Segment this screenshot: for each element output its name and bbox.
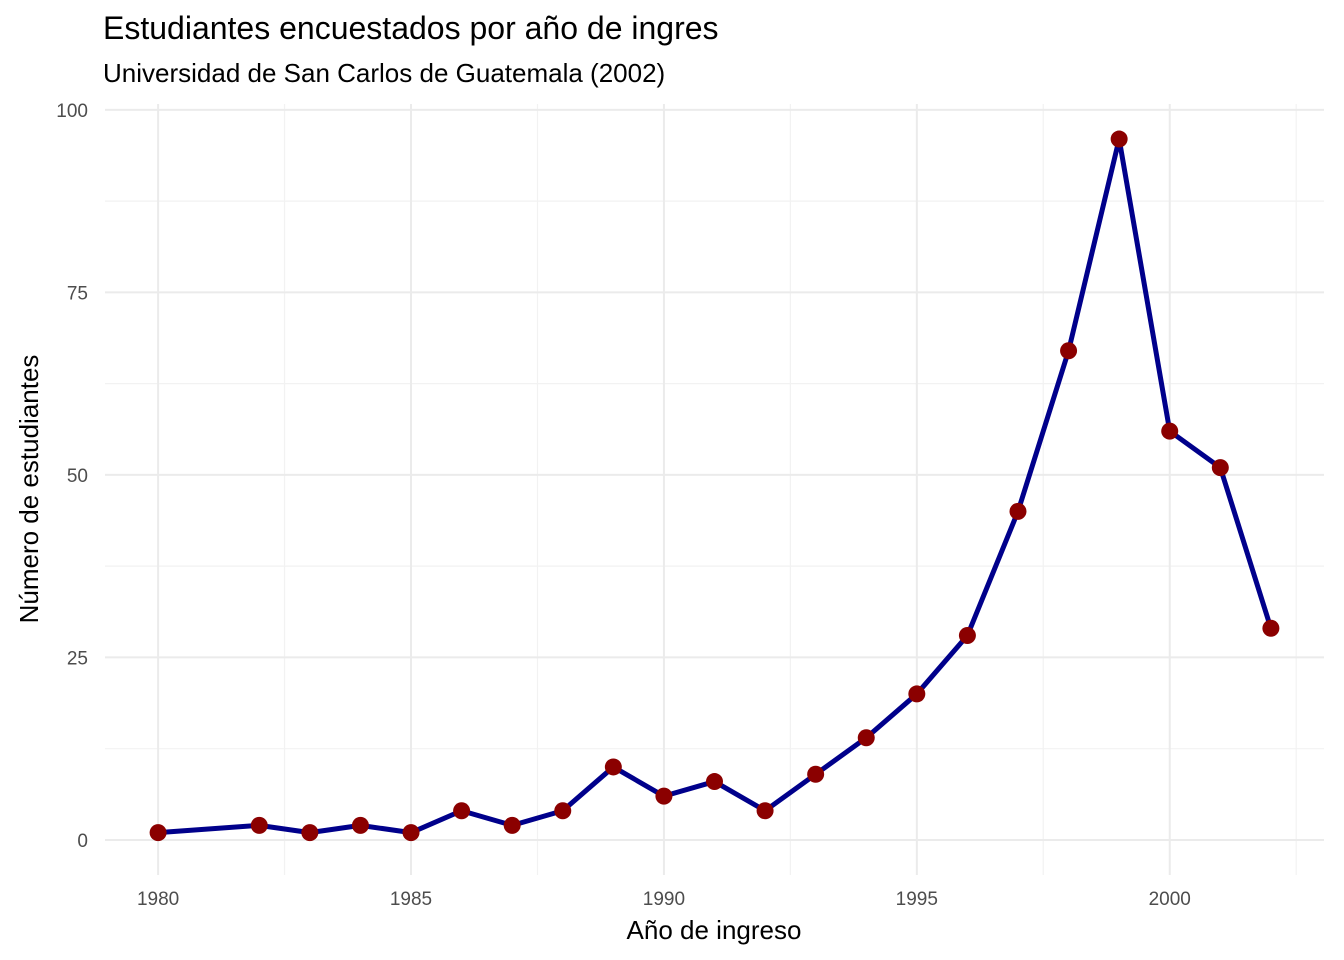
y-tick-label: 75 — [67, 283, 88, 304]
data-point — [554, 802, 572, 820]
data-point — [1060, 342, 1078, 360]
chart-title: Estudiantes encuestados por año de ingre… — [103, 10, 719, 46]
data-point — [149, 824, 167, 842]
data-point — [250, 816, 268, 834]
x-tick-label: 1990 — [643, 889, 685, 910]
y-axis-title: Número de estudiantes — [14, 355, 44, 624]
data-point — [503, 816, 521, 834]
data-point — [1110, 130, 1128, 148]
data-point — [706, 773, 723, 791]
data-point — [1161, 422, 1179, 440]
x-axis-title: Año de ingreso — [627, 915, 802, 945]
x-tick-label: 2000 — [1149, 889, 1191, 910]
y-axis-ticks: 0 25 50 75 100 — [56, 101, 88, 852]
data-point — [857, 729, 875, 747]
data-point — [756, 802, 774, 820]
data-point — [402, 824, 420, 842]
y-tick-label: 50 — [67, 466, 88, 487]
minor-gridlines — [105, 104, 1324, 875]
data-point — [958, 627, 976, 645]
y-tick-label: 0 — [77, 831, 88, 852]
data-point — [351, 816, 369, 834]
data-point — [908, 685, 926, 703]
chart-subtitle: Universidad de San Carlos de Guatemala (… — [103, 58, 666, 88]
x-tick-label: 1995 — [896, 889, 938, 910]
data-point — [807, 765, 825, 783]
major-gridlines — [105, 104, 1324, 875]
y-tick-label: 100 — [56, 101, 88, 122]
data-point — [453, 802, 471, 820]
data-point — [1262, 619, 1280, 637]
data-point — [655, 787, 673, 805]
x-tick-label: 1985 — [390, 889, 432, 910]
y-tick-label: 25 — [67, 648, 88, 669]
x-tick-label: 1980 — [137, 889, 179, 910]
data-point — [604, 758, 622, 776]
data-point — [1009, 502, 1027, 520]
series-line — [155, 136, 1274, 836]
data-points — [149, 130, 1280, 842]
data-point — [301, 824, 319, 842]
x-axis-ticks: 1980 1985 1990 1995 2000 — [137, 889, 1191, 910]
data-point — [1211, 459, 1229, 477]
